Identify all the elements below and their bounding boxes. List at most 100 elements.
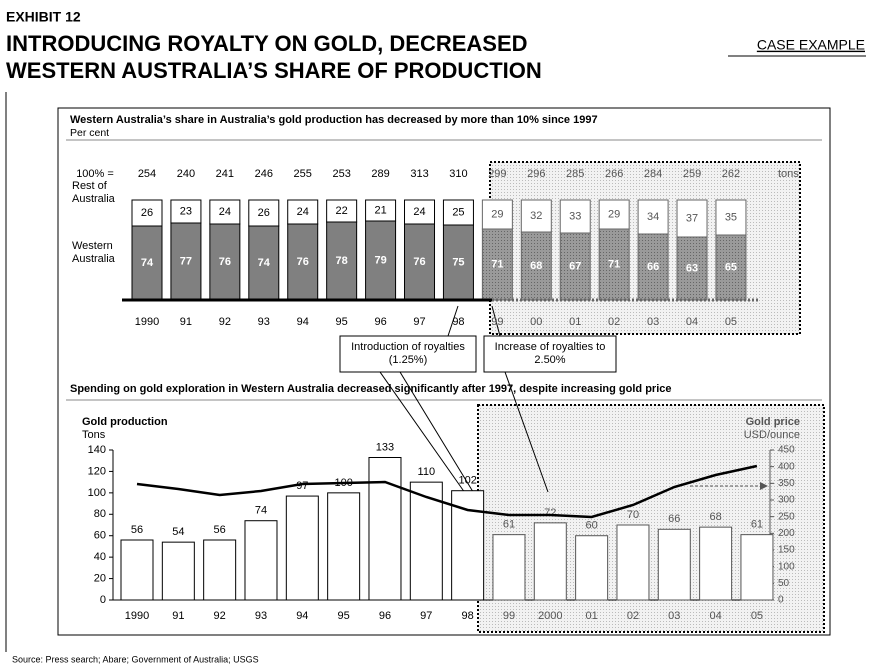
value-label: 76 xyxy=(219,256,231,268)
value-label: 29 xyxy=(491,208,503,220)
y2-tick-label: 150 xyxy=(778,545,795,556)
x-tick-label: 98 xyxy=(462,610,474,622)
value-label: 66 xyxy=(647,261,659,273)
value-label: 29 xyxy=(608,208,620,220)
bar-segment xyxy=(598,199,630,230)
y2-tick-label: 100 xyxy=(778,561,795,572)
y2-tick-label: 250 xyxy=(778,511,795,522)
x-tick-label: 04 xyxy=(686,316,698,328)
y-tick-label: 40 xyxy=(94,551,106,563)
bar xyxy=(203,539,237,601)
y-tick-label: 100 xyxy=(88,487,106,499)
total: 289 xyxy=(371,168,389,180)
value-label: 77 xyxy=(180,255,192,267)
total: 266 xyxy=(605,168,623,180)
value-label: 22 xyxy=(336,205,348,217)
value-label: 54 xyxy=(172,526,184,538)
bar-segment xyxy=(209,199,241,225)
x-tick-label: 03 xyxy=(647,316,659,328)
bar xyxy=(244,520,278,601)
x-tick-label: 91 xyxy=(172,610,184,622)
total: 299 xyxy=(488,168,506,180)
bar xyxy=(327,492,361,601)
x-tick-label: 2000 xyxy=(538,610,562,622)
axis-unit: Tons xyxy=(82,429,106,441)
value-label: 24 xyxy=(219,206,231,218)
y-tick-label: 60 xyxy=(94,530,106,542)
x-tick-label: 91 xyxy=(180,316,192,328)
value-label: 71 xyxy=(608,258,620,270)
total: 284 xyxy=(644,168,662,180)
value-label: 133 xyxy=(376,441,394,453)
x-tick-label: 95 xyxy=(338,610,350,622)
x-tick-label: 97 xyxy=(413,316,425,328)
bar-segment xyxy=(209,223,241,301)
bar-segment xyxy=(637,233,669,301)
bar-segment xyxy=(248,199,280,227)
value-label: 23 xyxy=(180,205,192,217)
callout-leaders xyxy=(379,305,549,501)
value-label: 61 xyxy=(503,519,515,531)
chart-subtitle: Per cent xyxy=(70,127,109,139)
x-tick-label: 93 xyxy=(255,610,267,622)
exhibit-label: EXHIBIT 12 xyxy=(6,9,81,25)
title: INTRODUCING ROYALTY ON GOLD, DECREASED W… xyxy=(6,31,542,83)
y2-tick-label: 0 xyxy=(778,595,784,606)
bar-segment xyxy=(365,220,397,301)
value-label: 74 xyxy=(141,257,154,269)
y2-tick-label: 400 xyxy=(778,461,795,472)
x-tick-label: 04 xyxy=(709,610,721,622)
bar-segment xyxy=(442,199,474,226)
x-tick-label: 03 xyxy=(668,610,680,622)
y2-tick-label: 300 xyxy=(778,495,795,506)
total: 285 xyxy=(566,168,584,180)
value-label: 25 xyxy=(452,206,464,218)
x-tick-label: 98 xyxy=(452,316,464,328)
row-label: Western Australia xyxy=(72,240,115,265)
axis-title: Gold production xyxy=(82,416,168,428)
bar-segment xyxy=(131,225,163,301)
x-tick-label: 95 xyxy=(336,316,348,328)
chart-title: Spending on gold exploration in Western … xyxy=(70,383,671,395)
value-label: 75 xyxy=(452,256,464,268)
total: 246 xyxy=(255,168,273,180)
value-label: 79 xyxy=(374,254,386,266)
value-label: 56 xyxy=(214,524,226,536)
value-label: 61 xyxy=(751,519,763,531)
bar-segment xyxy=(170,222,202,301)
y2-tick-label: 450 xyxy=(778,445,795,456)
row-label: Rest of Australia xyxy=(72,180,115,205)
bar xyxy=(120,539,154,601)
total: 241 xyxy=(216,168,234,180)
callout-box xyxy=(339,335,477,373)
bar-segment xyxy=(404,199,436,225)
bar-segment xyxy=(676,199,708,238)
total: 255 xyxy=(294,168,312,180)
bar-segment xyxy=(287,223,319,301)
value-label: 60 xyxy=(586,520,598,532)
bar-segment xyxy=(287,199,319,225)
tag: CASE EXAMPLE xyxy=(757,37,865,53)
x-tick-label: 97 xyxy=(420,610,432,622)
panel xyxy=(57,107,831,636)
bar xyxy=(368,457,402,601)
callout-box xyxy=(483,335,617,373)
bar xyxy=(699,526,733,601)
value-label: 76 xyxy=(297,256,309,268)
source: Source: Press search; Abare; Government … xyxy=(12,654,259,664)
bar-segment xyxy=(559,232,591,301)
bar xyxy=(616,524,650,601)
value-label: 65 xyxy=(725,261,737,273)
value-label: 63 xyxy=(686,262,698,274)
value-label: 21 xyxy=(374,204,386,216)
x-tick-label: 93 xyxy=(258,316,270,328)
value-label: 24 xyxy=(297,206,309,218)
y-tick-label: 140 xyxy=(88,444,106,456)
bar xyxy=(657,528,691,601)
bar-segment xyxy=(365,199,397,222)
value-label: 74 xyxy=(258,257,271,269)
bar-segment xyxy=(481,228,513,301)
callout: Increase of royalties to 2.50% xyxy=(494,341,606,366)
